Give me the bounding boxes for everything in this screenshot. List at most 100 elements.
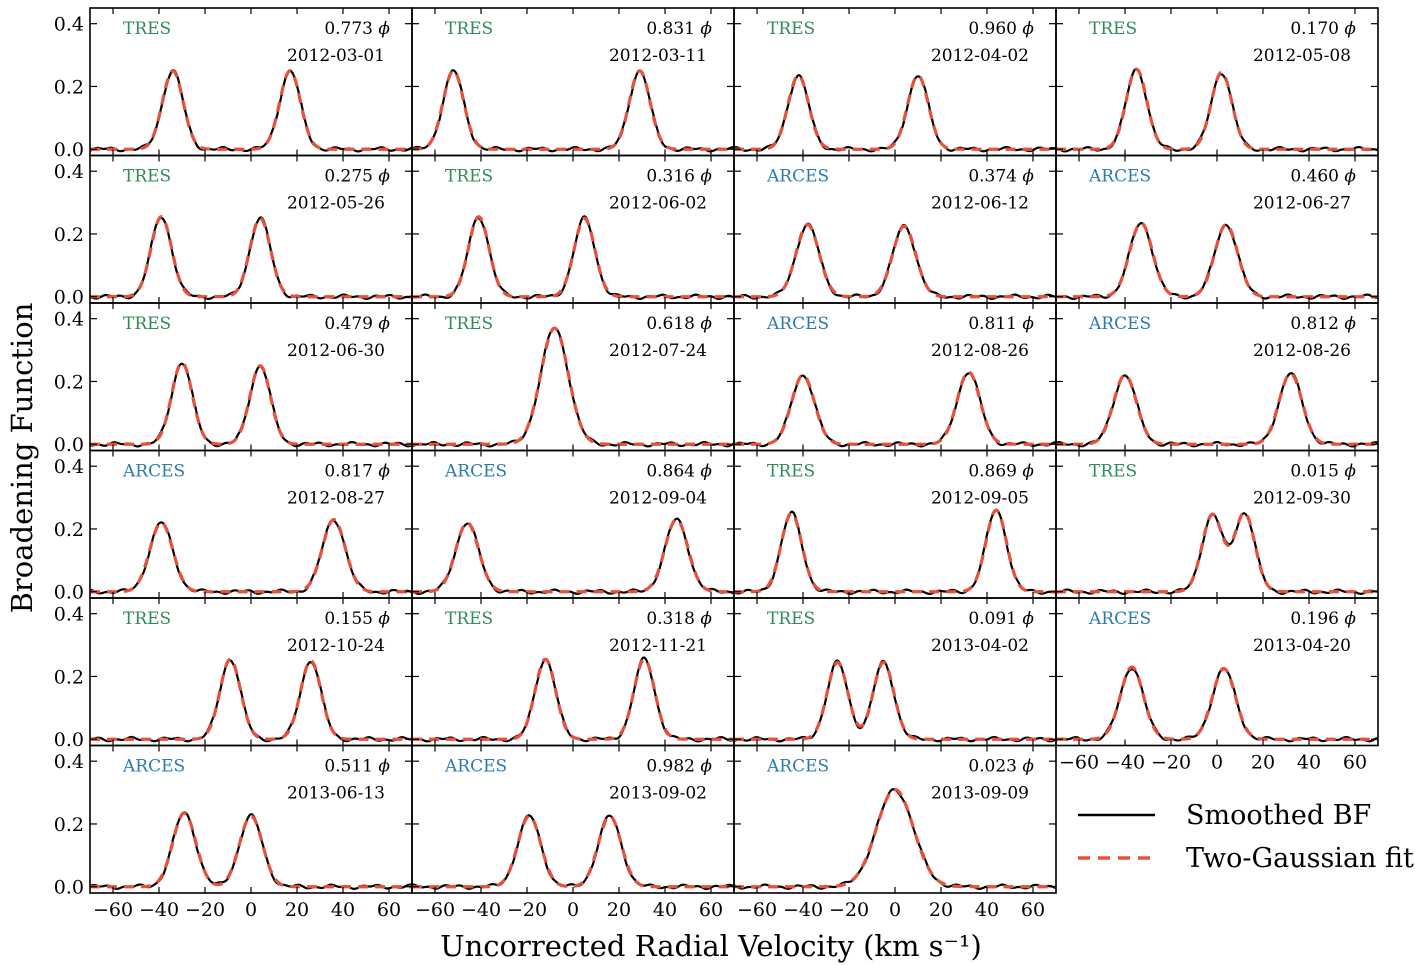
y-tick-label: 0.4 — [54, 309, 84, 331]
instrument-label: ARCES — [122, 462, 185, 482]
x-tick-label: −20 — [507, 899, 547, 921]
instrument-label: TRES — [123, 609, 171, 629]
phase-label: 0.091 ϕ — [968, 609, 1034, 629]
two-gaussian-fit-line — [734, 660, 1056, 741]
phase-label: 0.275 ϕ — [324, 167, 390, 187]
smoothed-bf-line — [89, 69, 413, 153]
instrument-label: TRES — [123, 314, 171, 334]
two-gaussian-fit-line — [90, 657, 412, 741]
phase-label: 0.982 ϕ — [646, 757, 712, 777]
panel-22: −60 −40 −20 0 20 40 60 ARCES 0.982 ϕ 2013-09-02 — [411, 744, 735, 921]
two-gaussian-fit-line — [412, 326, 734, 446]
phase-label: 0.170 ϕ — [1290, 19, 1356, 39]
panel-14: ARCES 0.864 ϕ 2012-09-04 — [411, 449, 735, 599]
date-label: 2012-11-21 — [609, 636, 707, 656]
phase-label: 0.511 ϕ — [324, 757, 390, 777]
smoothed-bf-line — [733, 372, 1057, 448]
phase-label: 0.015 ϕ — [1290, 462, 1356, 482]
date-label: 2012-09-30 — [1253, 489, 1351, 509]
panel-11: ARCES 0.811 ϕ 2012-08-26 — [733, 302, 1057, 452]
instrument-label: TRES — [445, 19, 493, 39]
x-tick-label: 0 — [1211, 752, 1223, 774]
instrument-label: ARCES — [766, 314, 829, 334]
date-label: 2012-08-27 — [287, 489, 385, 509]
two-gaussian-fit-line — [90, 517, 412, 594]
y-tick-label: 0.2 — [54, 814, 84, 836]
date-label: 2012-10-24 — [287, 636, 385, 656]
x-tick-label: 40 — [331, 899, 355, 921]
panel-12: ARCES 0.812 ϕ 2012-08-26 — [1055, 302, 1379, 452]
y-tick-label: 0.2 — [54, 224, 84, 246]
x-tick-label: −40 — [1105, 752, 1145, 774]
x-tick-label: 60 — [699, 899, 723, 921]
smoothed-bf-line — [411, 326, 735, 448]
phase-label: 0.618 ϕ — [646, 314, 712, 334]
panels-layer: 0.0 0.2 0.4 TRES 0.773 ϕ 2012-03-01 TRES 0.831 … — [54, 7, 1379, 921]
date-label: 2013-04-20 — [1253, 636, 1351, 656]
x-tick-label: −20 — [185, 899, 225, 921]
instrument-label: ARCES — [1088, 609, 1151, 629]
phase-label: 0.864 ϕ — [646, 462, 712, 482]
x-tick-label: 0 — [245, 899, 257, 921]
x-tick-label: 40 — [1297, 752, 1321, 774]
y-tick-label: 0.0 — [54, 139, 84, 161]
smoothed-bf-line — [733, 788, 1057, 890]
y-tick-label: 0.0 — [54, 287, 84, 309]
instrument-label: TRES — [445, 609, 493, 629]
two-gaussian-fit-line — [411, 69, 734, 151]
date-label: 2012-06-30 — [287, 341, 385, 361]
two-gaussian-fit-line — [734, 73, 1056, 151]
instrument-label: TRES — [123, 167, 171, 187]
smoothed-bf-line — [1055, 221, 1379, 300]
date-label: 2012-05-26 — [287, 194, 385, 214]
x-tick-label: −60 — [93, 899, 133, 921]
date-label: 2012-06-02 — [609, 194, 707, 214]
x-tick-label: 0 — [567, 899, 579, 921]
phase-label: 0.812 ϕ — [1290, 314, 1356, 334]
x-tick-label: 20 — [1251, 752, 1275, 774]
panel-10: TRES 0.618 ϕ 2012-07-24 — [411, 302, 735, 452]
panel-21: 0.0 0.2 0.4 −60 −40 −20 0 20 40 60 ARCES 0.511 ϕ 201… — [54, 744, 413, 921]
panel-5: 0.0 0.2 0.4 TRES 0.275 ϕ 2012-05-26 — [54, 154, 413, 309]
instrument-label: TRES — [767, 462, 815, 482]
panel-23: −60 −40 −20 0 20 40 60 ARCES 0.023 ϕ 2013-09-09 — [733, 744, 1057, 921]
panel-4: TRES 0.170 ϕ 2012-05-08 — [1055, 7, 1379, 157]
phase-label: 0.869 ϕ — [968, 462, 1034, 482]
y-tick-label: 0.4 — [54, 161, 84, 183]
two-gaussian-fit-line — [412, 814, 734, 889]
y-tick-label: 0.0 — [54, 729, 84, 751]
two-gaussian-fit-line — [1056, 67, 1378, 151]
y-tick-label: 0.2 — [54, 519, 84, 541]
two-gaussian-fit-line — [90, 69, 412, 151]
x-axis-label: Uncorrected Radial Velocity (km s⁻¹) — [440, 929, 982, 963]
panel-16: TRES 0.015 ϕ 2012-09-30 — [1055, 449, 1379, 599]
x-tick-label: 0 — [889, 899, 901, 921]
smoothed-bf-line — [1055, 512, 1379, 595]
phase-label: 0.196 ϕ — [1290, 609, 1356, 629]
y-tick-label: 0.0 — [54, 877, 84, 899]
two-gaussian-fit-line — [412, 517, 734, 594]
y-tick-label: 0.2 — [54, 666, 84, 688]
x-tick-label: 40 — [975, 899, 999, 921]
two-gaussian-fit-line — [734, 222, 1056, 299]
smoothed-bf-line — [89, 216, 413, 301]
x-tick-label: −20 — [829, 899, 869, 921]
panel-8: ARCES 0.460 ϕ 2012-06-27 — [1055, 154, 1379, 304]
instrument-label: ARCES — [1088, 167, 1151, 187]
date-label: 2013-04-02 — [931, 636, 1029, 656]
two-gaussian-fit-line — [1056, 665, 1378, 741]
phase-label: 0.155 ϕ — [324, 609, 390, 629]
x-tick-label: −40 — [139, 899, 179, 921]
instrument-label: ARCES — [122, 757, 185, 777]
y-axis-label: Broadening Function — [5, 303, 39, 614]
two-gaussian-fit-line — [90, 214, 412, 299]
x-tick-label: −60 — [1059, 752, 1099, 774]
smoothed-bf-line — [733, 509, 1057, 596]
date-label: 2012-03-11 — [609, 46, 707, 66]
panel-13: 0.0 0.2 0.4 ARCES 0.817 ϕ 2012-08-27 — [54, 449, 413, 604]
phase-label: 0.374 ϕ — [968, 167, 1034, 187]
instrument-label: ARCES — [1088, 314, 1151, 334]
two-gaussian-fit-line — [1056, 510, 1378, 594]
instrument-label: TRES — [767, 19, 815, 39]
